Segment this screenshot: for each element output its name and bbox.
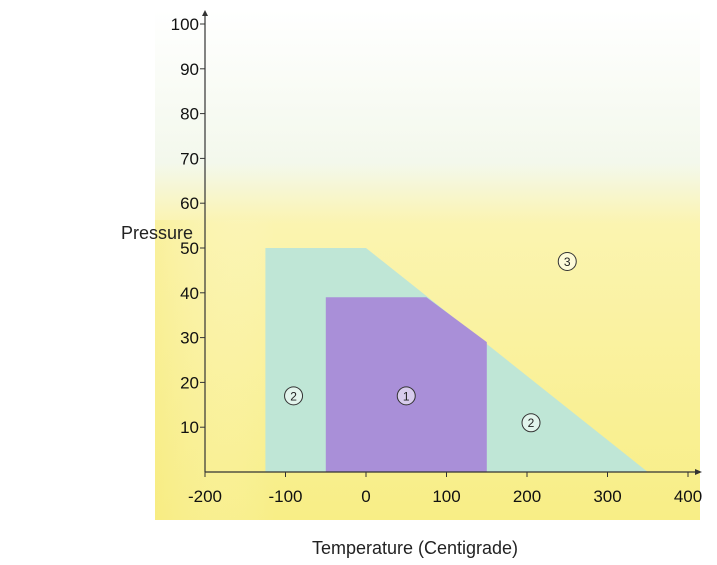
zone-label-3-0-circle (557, 251, 577, 271)
x-tick-label: 400 (674, 487, 702, 506)
regions-layer (265, 248, 648, 472)
x-tick-label: -100 (268, 487, 302, 506)
zone-label-2-1-text: 2 (290, 389, 297, 403)
zone-label-1-2: 1 (396, 386, 416, 406)
zone-label-1-2-text: 1 (403, 389, 410, 403)
y-tick-label: 100 (171, 15, 199, 34)
plot-background-shade (155, 220, 275, 520)
x-tick-label: -200 (188, 487, 222, 506)
x-tick-label: 200 (513, 487, 541, 506)
axes-layer: 10 20 30 40 50 60 70 80 90 100 -200 -100 0 100 200 300 4… (171, 10, 702, 506)
x-axis-title: Temperature (Centigrade) (312, 538, 518, 558)
x-tick-label: 100 (432, 487, 460, 506)
y-tick-label: 50 (180, 239, 199, 258)
zone-label-extra-2-0: 2 (521, 413, 541, 433)
zone-label-1-2-circle (396, 386, 416, 406)
y-tick-label: 30 (180, 329, 199, 348)
zone-label-3-0: 3 (557, 251, 577, 271)
y-axis-title: Pressure (121, 223, 193, 243)
y-tick-label: 90 (180, 60, 199, 79)
x-tick-label: 300 (593, 487, 621, 506)
region-zone-1 (325, 297, 487, 472)
x-axis-arrow (695, 469, 702, 475)
y-tick-label: 70 (180, 149, 199, 168)
y-tick-label: 40 (180, 284, 199, 303)
zone-label-extra-2-0-circle (521, 413, 541, 433)
y-tick-label: 10 (180, 418, 199, 437)
y-tick-label: 80 (180, 105, 199, 124)
zone-label-extra-2-0-text: 2 (528, 416, 535, 430)
y-tick-label: 60 (180, 194, 199, 213)
y-tick-label: 20 (180, 373, 199, 392)
labels-layer: 3 2 1 2 (284, 251, 577, 433)
zone-label-3-0-text: 3 (564, 255, 571, 269)
y-axis-arrow (202, 10, 208, 16)
zone-label-2-1-circle (284, 386, 304, 406)
zone-label-2-1: 2 (284, 386, 304, 406)
x-tick-label: 0 (361, 487, 370, 506)
